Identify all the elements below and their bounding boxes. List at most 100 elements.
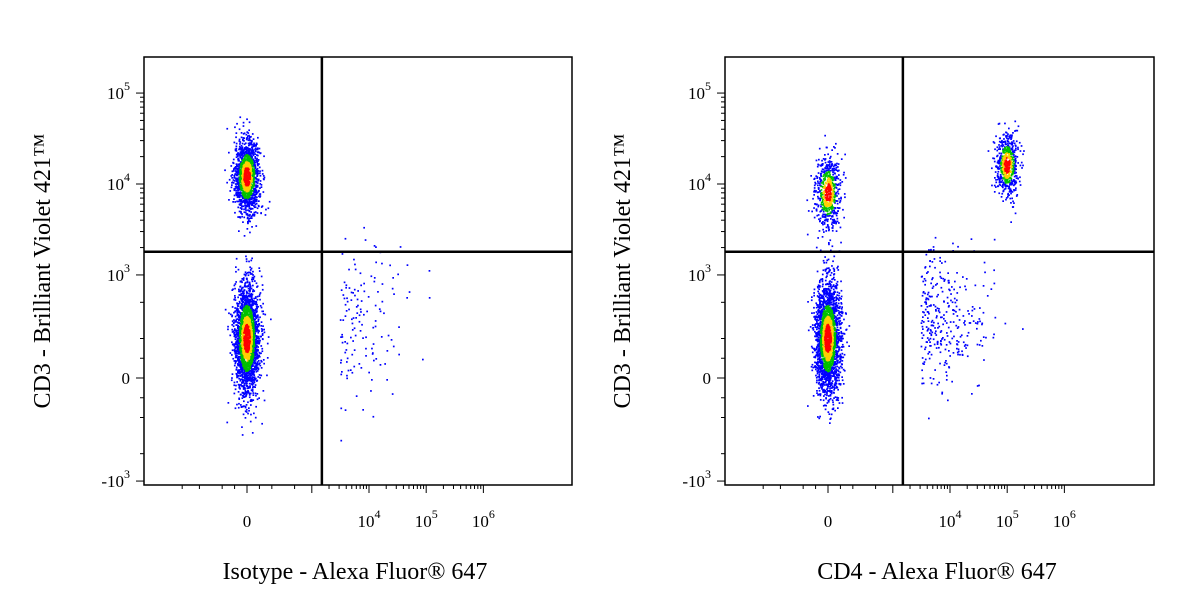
event-dot <box>240 337 242 339</box>
event-dot <box>250 287 253 290</box>
event-dot <box>836 153 839 155</box>
event-dot <box>250 201 253 203</box>
event-dot <box>231 377 233 379</box>
event-dot <box>1017 146 1019 149</box>
event-dot <box>241 299 244 301</box>
event-dot <box>231 315 233 318</box>
event-dot <box>345 310 348 312</box>
event-dot <box>833 212 835 214</box>
event-dot <box>834 193 837 196</box>
event-dot <box>235 360 238 362</box>
event-dot <box>240 173 243 175</box>
event-dot <box>815 246 818 249</box>
event-dot <box>250 215 253 218</box>
event-dot <box>256 323 258 326</box>
event-dot <box>237 325 239 327</box>
event-dot <box>391 393 394 395</box>
event-dot <box>241 346 244 349</box>
event-dot <box>833 184 836 187</box>
event-dot <box>250 304 252 306</box>
event-dot <box>833 186 836 189</box>
event-dot <box>1015 129 1017 132</box>
event-dot <box>825 214 827 217</box>
event-dot <box>249 220 251 223</box>
event-dot <box>255 370 258 373</box>
event-dot <box>256 362 259 365</box>
event-dot <box>246 298 248 300</box>
event-dot <box>825 201 827 203</box>
event-dot <box>824 203 826 205</box>
event-dot <box>242 380 245 383</box>
event-dot <box>1000 141 1002 144</box>
event-dot <box>231 306 234 308</box>
event-dot <box>1014 181 1017 184</box>
event-dot <box>248 144 251 146</box>
event-dot <box>257 376 260 378</box>
event-dot <box>241 152 244 155</box>
event-dot <box>247 390 249 392</box>
event-dot <box>1000 181 1003 183</box>
event-dot <box>253 335 256 338</box>
event-dot <box>235 351 237 353</box>
event-dot <box>840 158 843 160</box>
event-dot <box>236 312 239 315</box>
event-dot <box>251 174 254 177</box>
event-dot <box>243 363 245 365</box>
event-dot <box>350 291 353 294</box>
population-lower-right <box>339 226 431 442</box>
event-dot <box>238 230 240 232</box>
event-dot <box>831 163 833 165</box>
event-dot <box>226 421 229 424</box>
event-dot <box>246 217 249 220</box>
event-dot <box>833 201 836 203</box>
event-dot <box>242 320 244 323</box>
event-dot <box>996 149 999 152</box>
event-dot <box>233 198 235 200</box>
event-dot <box>398 326 400 328</box>
event-dot <box>246 278 248 280</box>
event-dot <box>827 178 829 181</box>
event-dot <box>233 194 236 197</box>
event-dot <box>345 286 347 289</box>
event-dot <box>996 173 999 175</box>
event-dot <box>255 282 258 285</box>
event-dot <box>247 401 249 404</box>
event-dot <box>821 191 823 194</box>
event-dot <box>248 121 251 124</box>
event-dot <box>262 325 264 327</box>
event-dot <box>250 347 253 350</box>
event-dot <box>242 346 245 349</box>
event-dot <box>235 132 238 134</box>
event-dot <box>834 177 837 179</box>
event-dot <box>251 376 254 378</box>
event-dot <box>1015 140 1018 143</box>
event-dot <box>244 168 247 171</box>
event-dot <box>828 162 831 164</box>
event-dot <box>827 182 830 184</box>
event-dot <box>248 332 250 335</box>
event-dot <box>1017 162 1019 164</box>
event-dot <box>239 216 241 218</box>
event-dot <box>237 189 240 192</box>
event-dot <box>837 166 839 168</box>
event-dot <box>379 364 382 366</box>
event-dot <box>831 210 834 212</box>
event-dot <box>252 362 254 364</box>
event-dot <box>339 319 342 321</box>
event-dot <box>252 163 254 165</box>
event-dot <box>237 348 240 350</box>
event-dot <box>236 173 239 175</box>
event-dot <box>832 171 834 174</box>
x-tick-label: 106 <box>472 507 495 531</box>
event-dot <box>252 386 254 388</box>
event-dot <box>242 395 245 397</box>
event-dot <box>255 199 258 201</box>
event-dot <box>242 405 244 408</box>
event-dot <box>241 163 243 166</box>
event-dot <box>810 175 812 177</box>
event-dot <box>264 313 267 316</box>
event-dot <box>240 171 243 173</box>
event-dot <box>237 181 239 184</box>
event-dot <box>251 171 254 173</box>
event-dot <box>239 372 241 375</box>
